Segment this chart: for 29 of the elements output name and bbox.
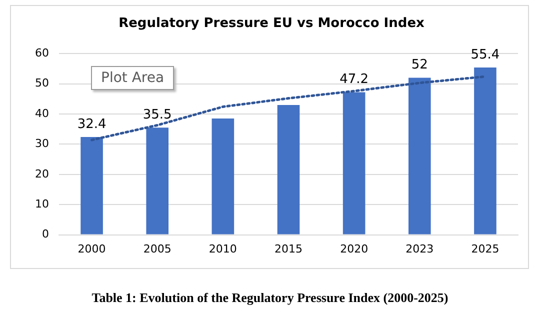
bar xyxy=(212,118,234,234)
bar xyxy=(408,78,431,234)
bar xyxy=(474,67,496,234)
x-tick-label: 2000 xyxy=(78,242,106,256)
x-tick-label: 2020 xyxy=(340,242,368,256)
y-tick-label: 20 xyxy=(34,167,49,180)
x-tick-label: 2025 xyxy=(471,242,500,256)
data-label: 52 xyxy=(411,58,428,73)
data-label: 32.4 xyxy=(77,116,106,132)
y-tick-label: 0 xyxy=(42,228,49,241)
y-tick-label: 40 xyxy=(34,106,49,120)
bar xyxy=(342,92,366,234)
bar xyxy=(146,128,168,234)
y-tick-label: 50 xyxy=(34,76,49,90)
annotation: Plot Area xyxy=(91,66,174,90)
x-tick-label: 2010 xyxy=(208,242,237,256)
y-tick-label: 60 xyxy=(34,46,49,60)
data-label: 55.4 xyxy=(470,47,500,62)
x-tick-label: 2015 xyxy=(274,242,302,256)
caption: Table 1: Evolution of the Regulatory Pressure Index (2000-2025) xyxy=(90,290,450,306)
chart-title: Regulatory Pressure EU vs Morocco Index xyxy=(118,16,426,32)
data-label: 47.2 xyxy=(340,72,369,88)
data-label: 35.5 xyxy=(142,107,172,122)
y-tick-label: 10 xyxy=(34,197,49,210)
x-tick-label: 2023 xyxy=(406,242,434,256)
y-tick-label: 30 xyxy=(34,137,49,150)
bar xyxy=(80,136,103,234)
x-tick-label: 2005 xyxy=(143,242,172,256)
bar xyxy=(277,104,300,234)
